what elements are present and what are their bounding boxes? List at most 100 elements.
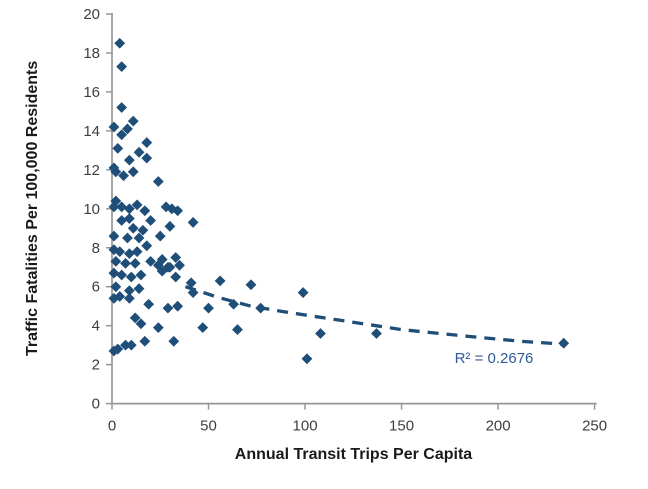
x-axis-title: Annual Transit Trips Per Capita bbox=[234, 446, 473, 463]
data-point-diamond bbox=[112, 343, 124, 355]
y-tick-label: 0 bbox=[92, 396, 100, 413]
data-point-diamond bbox=[116, 215, 128, 226]
r-squared-label: R² = 0.2676 bbox=[454, 350, 534, 367]
data-point-diamond bbox=[114, 37, 126, 49]
data-point-diamond bbox=[187, 217, 199, 228]
data-point-diamond bbox=[154, 230, 166, 242]
data-point-diamond bbox=[156, 254, 168, 265]
y-tick-label: 18 bbox=[83, 45, 100, 62]
data-point-diamond bbox=[145, 215, 157, 226]
data-point-diamond bbox=[108, 267, 120, 279]
data-point-diamond bbox=[170, 252, 182, 263]
data-point-diamond bbox=[129, 257, 141, 269]
data-point-diamond bbox=[116, 129, 128, 141]
data-point-diamond bbox=[152, 176, 164, 187]
y-axis-title: Traffic Fatalities Per 100,000 Residents bbox=[24, 60, 41, 357]
y-tick-label: 2 bbox=[92, 357, 100, 374]
y-tick-label: 20 bbox=[83, 6, 100, 23]
data-point-diamond bbox=[245, 279, 257, 291]
data-point-diamond bbox=[152, 322, 164, 334]
data-point-diamond bbox=[108, 162, 120, 174]
data-point-diamond bbox=[187, 287, 199, 298]
data-point-diamond bbox=[197, 322, 209, 334]
data-point-diamond bbox=[122, 123, 133, 135]
data-point-diamond bbox=[141, 152, 153, 164]
data-point-diamond bbox=[172, 300, 184, 312]
data-point-diamond bbox=[131, 199, 143, 211]
data-point-diamond bbox=[174, 259, 185, 271]
data-point-diamond bbox=[123, 248, 135, 260]
data-point-diamond bbox=[118, 170, 129, 182]
data-point-diamond bbox=[139, 205, 151, 217]
data-point-diamond bbox=[164, 261, 176, 273]
data-point-diamond bbox=[170, 271, 182, 283]
data-point-diamond bbox=[315, 328, 326, 339]
y-tick-label: 14 bbox=[83, 123, 100, 140]
trend-line bbox=[184, 285, 564, 346]
data-point-diamond bbox=[371, 328, 382, 339]
data-point-diamond bbox=[141, 137, 153, 148]
y-tick-label: 8 bbox=[92, 240, 100, 257]
data-point-diamond bbox=[116, 102, 128, 113]
data-point-diamond bbox=[156, 265, 168, 277]
data-point-diamond bbox=[123, 154, 135, 166]
data-point-diamond bbox=[301, 353, 313, 365]
data-point-diamond bbox=[108, 230, 120, 242]
data-point-diamond bbox=[228, 298, 240, 310]
data-point-diamond bbox=[114, 246, 126, 258]
y-tick-label: 16 bbox=[83, 84, 100, 101]
y-tick-label: 12 bbox=[83, 162, 100, 179]
data-point-diamond bbox=[133, 232, 145, 244]
data-point-diamond bbox=[120, 339, 131, 351]
data-point-diamond bbox=[185, 277, 197, 289]
data-point-diamond bbox=[139, 335, 151, 347]
data-point-diamond bbox=[558, 337, 570, 349]
x-tick-label: 150 bbox=[389, 418, 414, 435]
data-point-diamond bbox=[135, 269, 147, 281]
data-point-diamond bbox=[110, 255, 122, 267]
data-point-diamond bbox=[110, 281, 122, 293]
y-tick-label: 10 bbox=[83, 201, 100, 218]
data-point-diamond bbox=[127, 115, 139, 127]
y-tick-label: 6 bbox=[92, 279, 100, 296]
data-point-diamond bbox=[123, 285, 135, 297]
x-tick-label: 0 bbox=[108, 418, 116, 435]
data-point-diamond bbox=[114, 291, 126, 302]
data-point-diamond bbox=[162, 302, 174, 314]
data-point-diamond bbox=[137, 224, 149, 236]
data-point-diamond bbox=[214, 275, 226, 287]
data-point-diamond bbox=[143, 298, 155, 310]
data-point-diamond bbox=[108, 244, 120, 256]
data-point-diamond bbox=[232, 324, 243, 335]
data-point-diamond bbox=[164, 220, 176, 232]
data-point-diamond bbox=[127, 222, 139, 234]
data-point-diamond bbox=[123, 293, 135, 304]
data-point-diamond bbox=[129, 312, 141, 324]
data-point-diamond bbox=[203, 302, 214, 314]
x-tick-label: 250 bbox=[582, 418, 607, 435]
data-point-diamond bbox=[145, 255, 157, 267]
data-point-diamond bbox=[135, 318, 147, 330]
data-point-diamond bbox=[125, 339, 137, 351]
data-point-diamond bbox=[297, 287, 309, 298]
x-tick-label: 200 bbox=[486, 418, 511, 435]
data-point-diamond bbox=[123, 203, 135, 215]
data-point-diamond bbox=[152, 259, 164, 271]
data-point-diamond bbox=[122, 232, 133, 244]
data-point-diamond bbox=[125, 271, 137, 283]
data-point-diamond bbox=[112, 143, 124, 154]
data-point-diamond bbox=[116, 61, 128, 72]
data-point-diamond bbox=[160, 201, 172, 213]
data-point-diamond bbox=[116, 269, 128, 281]
data-point-diamond bbox=[255, 302, 267, 314]
data-point-diamond bbox=[110, 166, 122, 178]
data-point-diamond bbox=[172, 205, 184, 217]
data-point-diamond bbox=[116, 201, 128, 213]
data-point-diamond bbox=[108, 121, 120, 133]
x-tick-label: 50 bbox=[200, 418, 217, 435]
data-point-diamond bbox=[168, 335, 180, 347]
data-point-diamond bbox=[133, 283, 145, 295]
data-point-diamond bbox=[120, 257, 131, 269]
